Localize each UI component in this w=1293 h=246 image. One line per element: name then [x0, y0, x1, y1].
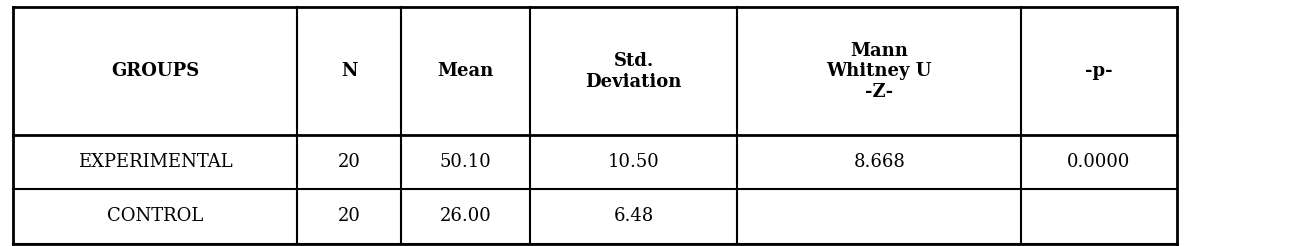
Text: Mean: Mean — [437, 62, 494, 80]
Text: Std.
Deviation: Std. Deviation — [586, 52, 681, 91]
Text: GROUPS: GROUPS — [111, 62, 199, 80]
Text: EXPERIMENTAL: EXPERIMENTAL — [78, 153, 233, 171]
Text: -p-: -p- — [1085, 62, 1113, 80]
Text: 26.00: 26.00 — [440, 207, 491, 226]
Text: 6.48: 6.48 — [613, 207, 654, 226]
Text: 8.668: 8.668 — [853, 153, 905, 171]
Text: 20: 20 — [337, 153, 361, 171]
Text: 10.50: 10.50 — [608, 153, 659, 171]
Text: CONTROL: CONTROL — [107, 207, 203, 226]
Text: 50.10: 50.10 — [440, 153, 491, 171]
Text: 0.0000: 0.0000 — [1067, 153, 1131, 171]
Text: 20: 20 — [337, 207, 361, 226]
Text: N: N — [341, 62, 357, 80]
Text: Mann
Whitney U
-Z-: Mann Whitney U -Z- — [826, 42, 932, 101]
